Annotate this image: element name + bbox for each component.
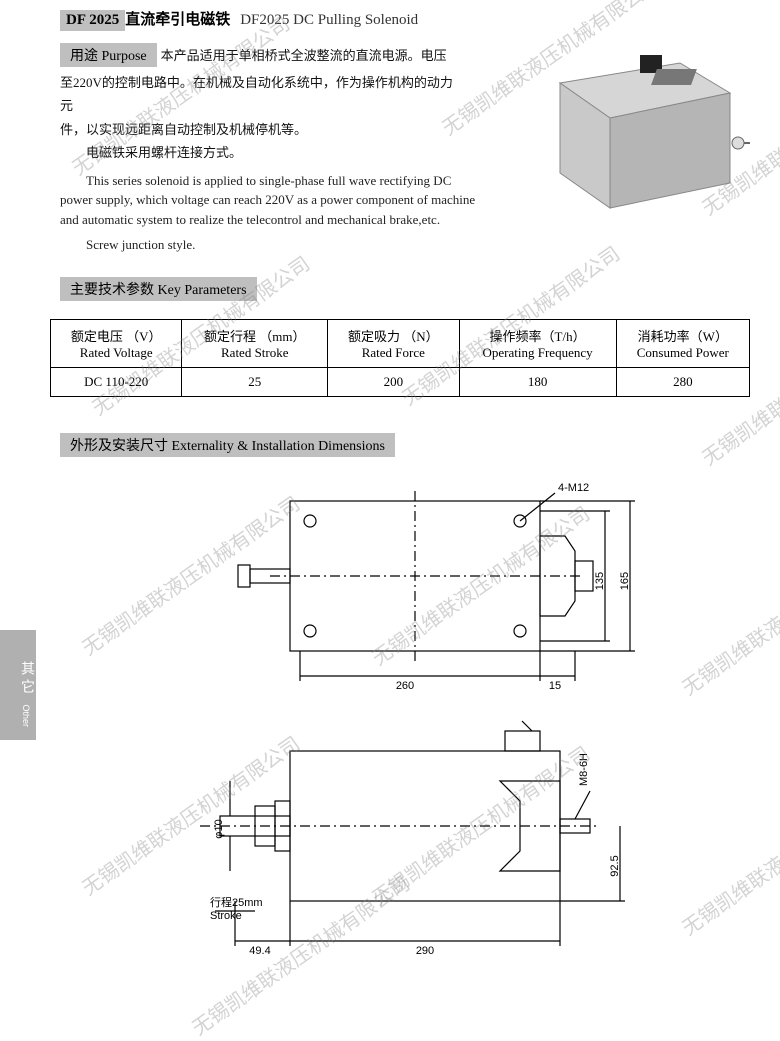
purpose-cn-4: 电磁铁采用螺杆连接方式。 — [60, 141, 460, 164]
col-en: Operating Frequency — [464, 345, 612, 361]
title-en: DF2025 DC Pulling Solenoid — [240, 12, 418, 29]
product-photo — [520, 33, 750, 233]
page-title: DF 2025 直流牵引电磁铁 DF2025 DC Pulling Soleno… — [60, 8, 760, 31]
params-table: 额定电压 （V）Rated Voltage 额定行程 （mm）Rated Str… — [50, 319, 750, 397]
dim-92: 92.5 — [609, 855, 621, 876]
dimensions-section: 外形及安装尺寸 Externality & Installation Dimen… — [60, 433, 760, 961]
dim-49: 49.4 — [249, 945, 270, 957]
dim-15: 15 — [549, 680, 561, 692]
col-cn: 额定行程 （mm） — [186, 326, 323, 345]
col-cn: 额定电压 （V） — [55, 326, 177, 345]
dim-phi10: φ10 — [213, 819, 225, 838]
title-model: DF 2025 — [60, 10, 125, 31]
table-row: DC 110-220 25 200 180 280 — [51, 367, 750, 396]
purpose-cn-2: 至220V的控制电路中。在机械及自动化系统中，作为操作机构的动力元 — [60, 71, 460, 118]
title-cn: 直流牵引电磁铁 — [125, 8, 230, 29]
cell: 25 — [182, 367, 328, 396]
col-cn: 操作频率（T/h） — [464, 326, 612, 345]
table-header-row: 额定电压 （V）Rated Voltage 额定行程 （mm）Rated Str… — [51, 319, 750, 367]
cell: 280 — [616, 367, 749, 396]
col-en: Rated Voltage — [55, 345, 177, 361]
engineering-drawing: 4-M12 260 15 135 165 M8-6H φ10 行程25mm St… — [60, 481, 760, 961]
cell: 180 — [459, 367, 616, 396]
cell: 200 — [328, 367, 459, 396]
dim-260: 260 — [396, 680, 414, 692]
purpose-cn-1: 本产品适用于单相桥式全波整流的直流电源。电压 — [161, 48, 447, 63]
dim-thread: M8-6H — [578, 753, 590, 786]
dim-stroke-cn: 行程25mm — [210, 896, 263, 909]
params-heading: 主要技术参数 Key Parameters — [60, 277, 257, 301]
dim-165: 165 — [619, 571, 631, 589]
col-cn: 消耗功率（W） — [621, 326, 745, 345]
purpose-en-1: This series solenoid is applied to singl… — [60, 171, 480, 230]
purpose-section: 用途 Purpose 本产品适用于单相桥式全波整流的直流电源。电压 至220V的… — [60, 43, 760, 255]
col-en: Rated Stroke — [186, 345, 323, 361]
dim-stroke-en: Stroke — [210, 910, 242, 922]
purpose-en-2: Screw junction style. — [60, 235, 480, 255]
col-cn: 额定吸力 （N） — [332, 326, 454, 345]
side-tab-en: Other — [21, 704, 31, 727]
dim-135: 135 — [594, 571, 606, 589]
dim-290: 290 — [416, 945, 434, 957]
col-en: Consumed Power — [621, 345, 745, 361]
dim-holes: 4-M12 — [558, 482, 589, 494]
dimensions-heading: 外形及安装尺寸 Externality & Installation Dimen… — [60, 433, 395, 457]
col-en: Rated Force — [332, 345, 454, 361]
side-tab-cn: 其它 — [19, 661, 34, 697]
side-tab: 其它 Other — [0, 630, 36, 740]
purpose-heading: 用途 Purpose — [60, 43, 157, 67]
cell: DC 110-220 — [51, 367, 182, 396]
purpose-cn-3: 件，以实现远距离自动控制及机械停机等。 — [60, 118, 460, 141]
params-section: 主要技术参数 Key Parameters 额定电压 （V）Rated Volt… — [60, 277, 760, 397]
